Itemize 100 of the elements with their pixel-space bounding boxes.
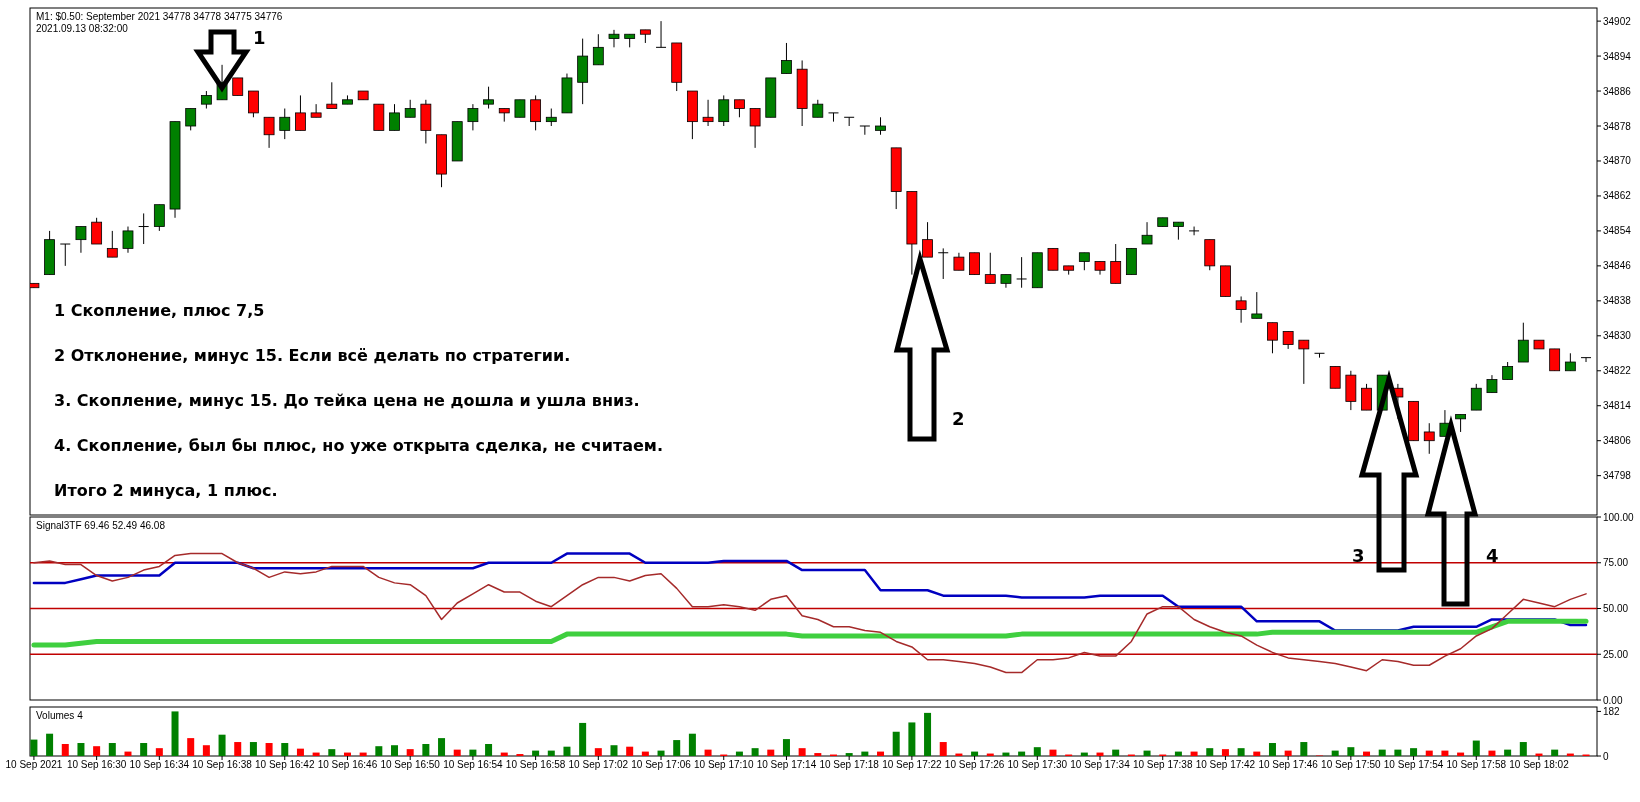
bar (218, 734, 226, 756)
y-tick-label: 34894 (1603, 50, 1632, 62)
bar (594, 748, 602, 756)
y-tick-label: 34870 (1603, 155, 1632, 167)
bar (751, 748, 759, 756)
bar (1253, 751, 1261, 756)
x-tick-label: 10 Sep 2021 (5, 759, 63, 770)
y-tick-label: 0 (1603, 750, 1609, 762)
bar (579, 722, 587, 756)
y-tick-label: 34846 (1603, 260, 1632, 272)
candlestick (1016, 256, 1028, 289)
bar (1425, 750, 1433, 756)
x-tick-label: 10 Sep 17:54 (1383, 759, 1444, 770)
candlestick (969, 252, 980, 276)
x-tick-label: 10 Sep 16:54 (443, 759, 504, 770)
bar (187, 738, 195, 756)
candlestick (467, 103, 479, 131)
annotation: 4 (1486, 545, 1499, 566)
bar (46, 733, 54, 756)
bar (281, 743, 289, 756)
bar (1174, 751, 1182, 756)
x-tick-label: 10 Sep 16:58 (505, 759, 566, 770)
x-tick-label: 10 Sep 17:22 (882, 759, 943, 770)
candlestick (279, 108, 291, 140)
bar (814, 753, 822, 756)
bar (924, 712, 932, 756)
bar (438, 738, 446, 756)
bar (328, 749, 336, 756)
bar (61, 744, 69, 756)
bar (626, 746, 634, 756)
bar (1378, 749, 1386, 756)
text: 2021.09.13 08:32:00 (36, 23, 129, 34)
bar (767, 749, 775, 756)
annotation: 4. Скопление, был бы плюс, но уже открыта сделка, не считаем. (54, 436, 663, 455)
candlestick (295, 94, 306, 131)
candlestick (389, 103, 400, 131)
candlestick (937, 247, 949, 280)
bar (30, 739, 38, 756)
candlestick (1423, 422, 1435, 455)
bar (657, 750, 665, 756)
bar (265, 743, 273, 756)
x-tick-label: 10 Sep 17:10 (693, 759, 754, 770)
x-tick-label: 10 Sep 17:46 (1258, 759, 1319, 770)
bar (1519, 742, 1527, 756)
bar (406, 749, 414, 756)
candlestick (1361, 383, 1372, 411)
candlestick (781, 42, 792, 75)
bar (782, 739, 790, 756)
y-tick-label: 34902 (1603, 15, 1632, 27)
bar (1112, 749, 1120, 756)
candlestick (718, 94, 730, 127)
x-tick-label: 10 Sep 17:26 (944, 759, 1005, 770)
y-tick-label: 34814 (1603, 400, 1632, 412)
bar (845, 753, 853, 756)
candlestick (530, 94, 542, 131)
x-tick-label: 10 Sep 16:46 (317, 759, 378, 770)
candlestick (153, 204, 165, 232)
bar (202, 745, 210, 756)
x-tick-label: 10 Sep 17:38 (1132, 759, 1193, 770)
bar (1018, 751, 1026, 756)
bar (375, 746, 383, 756)
x-tick-label: 10 Sep 17:02 (568, 759, 629, 770)
annotation: Итого 2 минуса, 1 плюс. (54, 481, 278, 500)
candlestick (75, 226, 87, 254)
candlestick (1517, 322, 1529, 363)
candlestick (1047, 247, 1059, 271)
x-tick-label: 10 Sep 16:42 (255, 759, 315, 770)
x-tick-label: 10 Sep 16:34 (129, 759, 190, 770)
y-tick-label: 34806 (1603, 435, 1632, 447)
candlestick (326, 81, 338, 110)
bar (124, 751, 132, 756)
bar (234, 742, 242, 756)
bar (532, 750, 540, 756)
bar (155, 748, 163, 756)
x-tick-label: 10 Sep 17:06 (631, 759, 692, 770)
candlestick (1267, 322, 1278, 354)
y-tick-label: 34798 (1603, 470, 1632, 482)
chart-title: M1: $0.50: September 2021 34778 34778 34775 34776 (36, 11, 283, 22)
candlestick (702, 99, 714, 127)
bar (296, 748, 304, 756)
bar (422, 744, 430, 756)
candlestick (310, 103, 322, 118)
bar (391, 745, 399, 756)
bar (1033, 747, 1041, 756)
bar (971, 751, 979, 756)
x-tick-label: 10 Sep 18:02 (1509, 759, 1570, 770)
annotation: 2 Отклонение, минус 15. Если всё делать по стратегии. (54, 346, 571, 365)
candlestick (749, 108, 761, 149)
bar (1551, 749, 1559, 756)
y-tick-label: 25.00 (1603, 648, 1629, 660)
candlestick (1470, 383, 1482, 411)
candlestick (138, 212, 150, 245)
y-tick-label: 100.00 (1603, 511, 1635, 523)
bar (641, 751, 649, 756)
bar (673, 740, 681, 756)
x-tick-label: 10 Sep 16:30 (66, 759, 127, 770)
bar (1237, 748, 1245, 756)
y-tick-label: 34886 (1603, 85, 1632, 97)
chart-title: Volumes 4 (36, 710, 84, 721)
bar (469, 749, 477, 756)
